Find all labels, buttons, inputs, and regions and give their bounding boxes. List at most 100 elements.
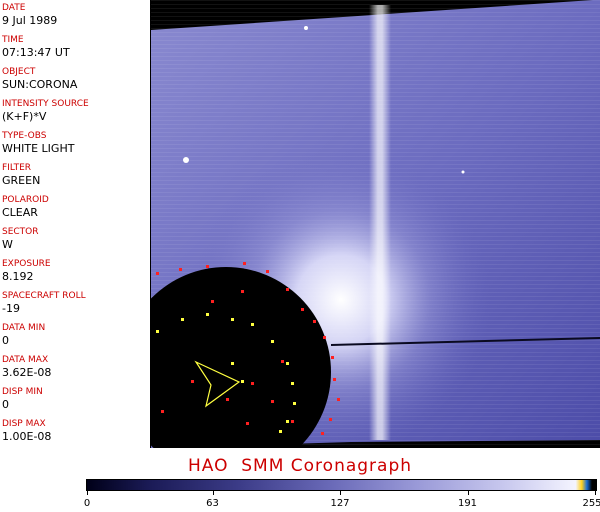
red-marker [271,400,274,403]
metadata-entry: FILTER GREEN [2,163,40,187]
metadata-entry: DISP MIN 0 [2,387,43,411]
pylon-outline [194,360,241,408]
metadata-value: GREEN [2,174,41,187]
occulting-disk [151,267,331,448]
red-marker [161,410,164,413]
metadata-entry: SECTOR W [2,227,39,251]
red-marker [333,378,336,381]
yellow-marker [251,323,254,326]
colorbar-tick-label: 191 [457,498,478,509]
metadata-value: CLEAR [2,206,38,219]
metadata-entry: OBJECT SUN:CORONA [2,67,77,91]
metadata-label: INTENSITY SOURCE [2,99,89,109]
metadata-entry: DATE 9 Jul 1989 [2,3,57,27]
red-marker [206,265,209,268]
yellow-marker [231,318,234,321]
red-marker [291,420,294,423]
red-marker [266,270,269,273]
colorbar-tick-label: 63 [206,498,219,509]
bright-dot [461,170,465,174]
metadata-label: DISP MIN [2,387,43,397]
yellow-marker [286,420,289,423]
metadata-entry: INTENSITY SOURCE (K+F)*V [2,99,89,123]
yellow-marker [293,402,296,405]
metadata-value: 3.62E-08 [2,366,52,379]
metadata-label: DATA MAX [2,355,49,365]
dark-streak [330,337,600,346]
red-marker [191,380,194,383]
yellow-marker [271,340,274,343]
yellow-marker [279,430,282,433]
footer-title: HAO SMM Coronagraph [187,456,413,476]
metadata-value: WHITE LIGHT [2,142,75,155]
metadata-label: SPACECRAFT ROLL [2,291,86,301]
red-marker [331,356,334,359]
bright-streamer [369,5,391,440]
yellow-marker [241,380,244,383]
colorbar-tick-mark [212,491,214,495]
metadata-label: DATA MIN [2,323,46,333]
colorbar-tick-mark [595,491,596,495]
colorbar-tick-label: 255 [582,498,600,509]
red-marker [286,288,289,291]
yellow-marker [156,330,159,333]
metadata-label: POLAROID [2,195,49,205]
metadata-label: EXPOSURE [2,259,51,269]
metadata-entry: DATA MIN 0 [2,323,45,347]
colorbar [86,479,597,491]
red-marker [321,432,324,435]
metadata-value: SUN:CORONA [2,78,78,91]
metadata-entry: DATA MAX 3.62E-08 [2,355,51,379]
metadata-panel: DATE 9 Jul 1989 TIME 07:13:47 UT OBJECT SUN:C… [0,0,151,448]
bright-dot [183,157,189,163]
red-marker [301,308,304,311]
red-marker [337,398,340,401]
yellow-marker [291,382,294,385]
metadata-label: DISP MAX [2,419,46,429]
colorbar-tick-label: 127 [330,498,350,509]
metadata-entry: SPACECRAFT ROLL -19 [2,291,86,315]
metadata-entry: TYPE-OBS WHITE LIGHT [2,131,74,155]
coronagraph-image[interactable] [151,0,600,448]
metadata-value: 0 [2,398,9,411]
colorbar-tick-mark [340,491,341,495]
red-marker [156,272,159,275]
metadata-value: 8.192 [2,270,34,283]
red-marker [226,398,229,401]
red-marker [251,382,254,385]
yellow-marker [231,362,234,365]
bright-dot [304,26,308,30]
red-marker [211,300,214,303]
metadata-value: 07:13:47 UT [2,46,70,59]
yellow-marker [181,318,184,321]
metadata-entry: EXPOSURE 8.192 [2,259,51,283]
red-marker [246,422,249,425]
metadata-entry: POLAROID CLEAR [2,195,49,219]
yellow-marker [206,313,209,316]
red-marker [241,290,244,293]
colorbar-tick-mark [87,491,88,495]
metadata-label: TIME [2,35,24,45]
metadata-value: W [2,238,13,251]
metadata-label: OBJECT [2,67,36,77]
red-marker [281,360,284,363]
metadata-label: DATE [2,3,26,13]
colorbar-tick-label: 0 [83,498,91,509]
marker-points [156,262,340,435]
metadata-label: TYPE-OBS [2,131,47,141]
metadata-value: -19 [2,302,20,315]
red-marker [179,268,182,271]
metadata-label: FILTER [2,163,32,173]
colorbar-tick-mark [467,491,469,495]
metadata-label: SECTOR [2,227,39,237]
metadata-entry: DISP MAX 1.00E-08 [2,419,51,443]
metadata-value: 9 Jul 1989 [2,14,58,27]
red-marker [243,262,246,265]
red-marker [329,418,332,421]
red-marker [323,336,326,339]
coronagraph-svg [151,0,600,448]
metadata-entry: TIME 07:13:47 UT [2,35,70,59]
metadata-value: (K+F)*V [2,110,47,123]
metadata-value: 0 [2,334,9,347]
red-marker [313,320,316,323]
